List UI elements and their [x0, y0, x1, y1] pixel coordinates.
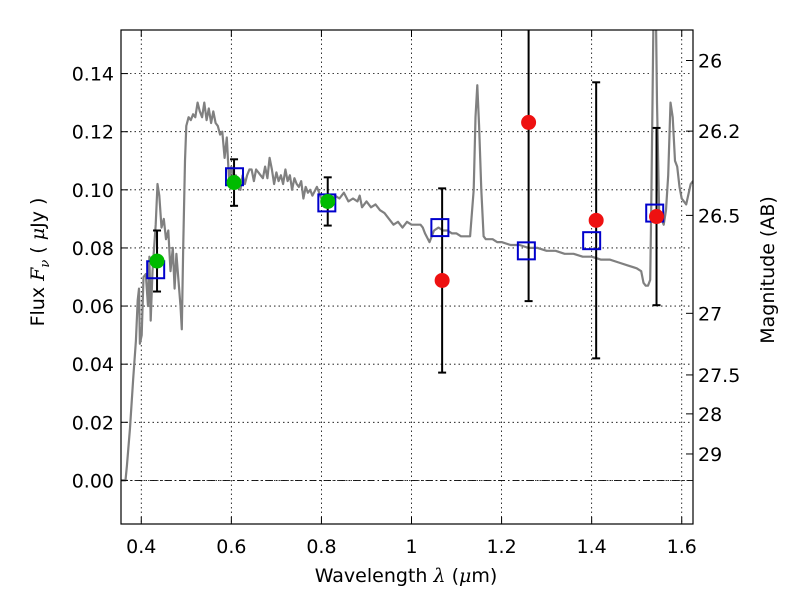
model-point — [430, 218, 450, 238]
y-axis-label: Flux Fν ( μJy ) — [27, 198, 53, 327]
observed-point — [149, 253, 165, 269]
model-points — [146, 167, 665, 280]
sed-curve — [121, 30, 693, 482]
observed-points — [149, 114, 665, 288]
x-tick-label: 1 — [405, 536, 417, 558]
observed-point — [434, 272, 450, 288]
magnitude-tick-label: 26.5 — [698, 205, 740, 227]
x-tick-label: 0.6 — [216, 536, 246, 558]
x-axis-label: Wavelength λ (μm) — [315, 565, 498, 587]
y-tick-labels: 0.00 0.02 0.04 0.06 0.08 0.10 0.12 0.14 — [72, 64, 114, 493]
y-tick-label: 0.00 — [72, 470, 114, 492]
magnitude-tick-label: 29 — [698, 444, 722, 466]
magnitude-tick-label: 26.2 — [698, 121, 740, 143]
magnitude-tick-label: 26 — [698, 51, 722, 73]
y-tick-label: 0.06 — [72, 296, 114, 318]
observed-point — [226, 175, 242, 191]
y-tick-label: 0.08 — [72, 238, 114, 260]
y-tick-label: 0.04 — [72, 354, 114, 376]
magnitude-tick-labels: 26 26.2 26.5 27 27.5 28 29 — [698, 51, 740, 466]
y-tick-label: 0.14 — [72, 64, 114, 86]
y-tick-label: 0.10 — [72, 180, 114, 202]
magnitude-tick-label: 27 — [698, 303, 722, 325]
magnitude-tick-label: 27.5 — [698, 365, 740, 387]
observed-point — [320, 193, 336, 209]
magnitude-tick-label: 28 — [698, 404, 722, 426]
plot-frame — [120, 29, 694, 525]
x-tick-label: 1.4 — [577, 536, 607, 558]
magnitude-axis-label: Magnitude (AB) — [757, 196, 779, 344]
x-tick-label: 1.2 — [486, 536, 516, 558]
observed-point — [588, 212, 604, 228]
axis-ticks — [121, 30, 693, 524]
y-tick-label: 0.02 — [72, 412, 114, 434]
y-tick-label: 0.12 — [72, 122, 114, 144]
observed-point — [521, 114, 537, 130]
x-tick-labels: 0.4 0.6 0.8 1 1.2 1.4 1.6 — [126, 536, 697, 558]
model-point — [582, 231, 602, 251]
model-point — [516, 241, 536, 261]
observed-point — [649, 209, 665, 225]
x-tick-label: 0.8 — [306, 536, 336, 558]
x-tick-label: 1.6 — [667, 536, 697, 558]
x-tick-label: 0.4 — [126, 536, 156, 558]
grid — [121, 30, 693, 524]
